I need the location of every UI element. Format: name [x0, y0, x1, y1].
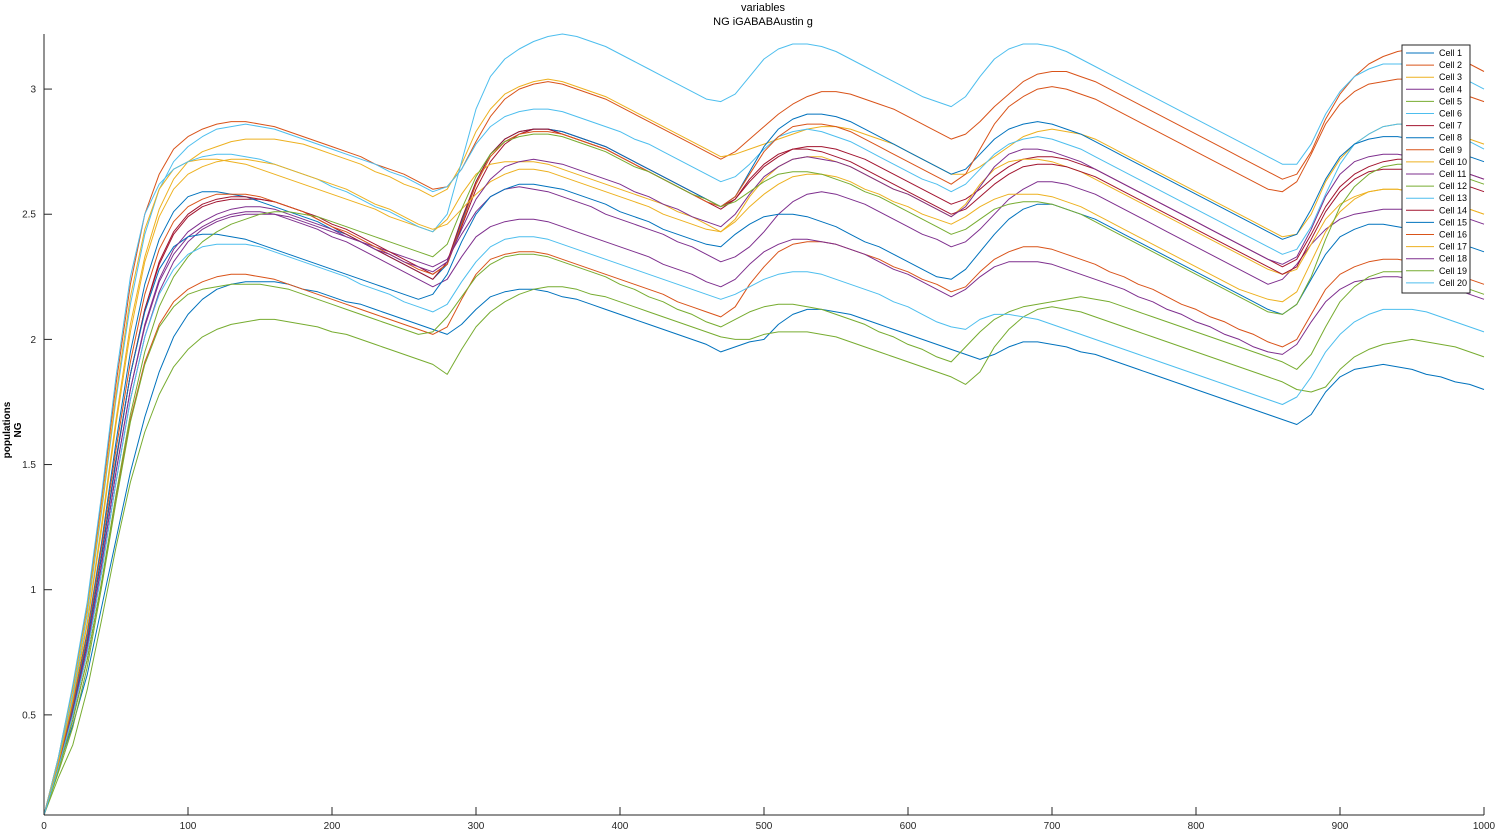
legend-entry: Cell 1 — [1406, 48, 1462, 58]
y-axis-ticks: 0.5 1 1.5 2 2.5 3 — [22, 85, 52, 721]
x-tick-label: 200 — [324, 821, 341, 832]
x-tick-label: 900 — [1332, 821, 1349, 832]
legend-label: Cell 8 — [1439, 133, 1462, 143]
legend-entry: Cell 13 — [1406, 193, 1467, 203]
legend-label: Cell 7 — [1439, 121, 1462, 131]
series-line-cell-3 — [43, 78, 1485, 816]
x-tick-label: 0 — [41, 821, 47, 832]
legend-entry: Cell 11 — [1406, 169, 1466, 179]
legend-entry: Cell 9 — [1406, 145, 1462, 155]
legend-label: Cell 20 — [1439, 278, 1467, 288]
legend-entry: Cell 20 — [1406, 278, 1467, 288]
x-tick-label: 400 — [612, 821, 629, 832]
legend-entry: Cell 7 — [1406, 121, 1462, 131]
series-line-cell-20 — [43, 236, 1485, 816]
y-tick-label: 3 — [30, 85, 36, 96]
y-axis-label-line-1: populations — [2, 401, 13, 458]
legend-label: Cell 14 — [1439, 205, 1467, 215]
legend-entry: Cell 15 — [1406, 217, 1467, 227]
y-axis-label: populations NG — [2, 401, 24, 458]
chart-title-line-1: variables — [741, 2, 786, 14]
legend-label: Cell 9 — [1439, 145, 1462, 155]
x-tick-label: 100 — [180, 821, 197, 832]
series-line-cell-4 — [43, 181, 1485, 816]
legend-label: Cell 12 — [1439, 181, 1467, 191]
x-tick-label: 700 — [1044, 821, 1061, 832]
axes: 0 100 200 300 400 500 600 700 800 900 1000 0.5 1 1.5… — [22, 34, 1496, 832]
legend-entry: Cell 18 — [1406, 254, 1467, 264]
x-tick-label: 1000 — [1473, 821, 1496, 832]
series-layer — [43, 33, 1485, 816]
series-line-cell-18 — [43, 148, 1485, 816]
legend-items: Cell 1 Cell 2 Cell 3 Cell 4 Cell 5 Cell 6 Cell… — [1406, 48, 1467, 288]
x-tick-label: 800 — [1188, 821, 1205, 832]
series-line-cell-17 — [43, 158, 1485, 816]
series-line-cell-9 — [43, 241, 1485, 816]
legend-entry: Cell 2 — [1406, 60, 1462, 70]
y-tick-label: 0.5 — [22, 710, 36, 721]
y-tick-label: 2.5 — [22, 210, 36, 221]
legend-label: Cell 11 — [1439, 169, 1466, 179]
x-tick-label: 600 — [900, 821, 917, 832]
legend-box — [1401, 44, 1471, 294]
legend-entry: Cell 19 — [1406, 266, 1467, 276]
legend-label: Cell 13 — [1439, 193, 1467, 203]
y-axis-label-line-2: NG — [13, 422, 24, 437]
legend-label: Cell 4 — [1439, 84, 1462, 94]
series-line-cell-2 — [43, 48, 1485, 816]
series-line-cell-16 — [43, 78, 1485, 816]
legend-entry: Cell 14 — [1406, 205, 1467, 215]
legend-label: Cell 2 — [1439, 60, 1462, 70]
y-tick-label: 1.5 — [22, 460, 36, 471]
legend-label: Cell 16 — [1439, 230, 1467, 240]
chart-title-line-2: NG iGABABAustin g — [713, 16, 813, 28]
series-line-cell-8 — [43, 113, 1485, 816]
legend-entry: Cell 12 — [1406, 181, 1467, 191]
legend-label: Cell 18 — [1439, 254, 1467, 264]
legend-entry: Cell 8 — [1406, 133, 1462, 143]
legend-entry: Cell 16 — [1406, 230, 1467, 240]
series-line-cell-15 — [43, 183, 1485, 816]
chart-title: variables NG iGABABAustin g — [713, 2, 813, 28]
series-line-cell-12 — [43, 253, 1485, 816]
x-axis-ticks: 0 100 200 300 400 500 600 700 800 900 1000 — [41, 807, 1496, 832]
legend-entry: Cell 4 — [1406, 84, 1462, 94]
legend-entry: Cell 5 — [1406, 96, 1462, 106]
series-line-cell-11 — [43, 211, 1485, 816]
legend-entry: Cell 6 — [1406, 109, 1462, 119]
legend-label: Cell 1 — [1439, 48, 1462, 58]
legend-label: Cell 10 — [1439, 157, 1467, 167]
legend-entry: Cell 3 — [1406, 72, 1462, 82]
legend: Cell 1 Cell 2 Cell 3 Cell 4 Cell 5 Cell 6 Cell… — [1401, 44, 1471, 294]
series-line-cell-10 — [43, 156, 1485, 816]
legend-label: Cell 3 — [1439, 72, 1462, 82]
series-line-cell-1 — [43, 281, 1485, 816]
y-tick-label: 2 — [30, 335, 36, 346]
legend-label: Cell 17 — [1439, 242, 1467, 252]
x-tick-label: 500 — [756, 821, 773, 832]
legend-label: Cell 6 — [1439, 109, 1462, 119]
legend-label: Cell 15 — [1439, 217, 1467, 227]
series-line-cell-5 — [43, 286, 1485, 816]
plot-area: 0 100 200 300 400 500 600 700 800 900 1000 0.5 1 1.5… — [22, 33, 1496, 832]
legend-label: Cell 19 — [1439, 266, 1467, 276]
x-tick-label: 300 — [468, 821, 485, 832]
y-tick-label: 1 — [30, 585, 36, 596]
legend-label: Cell 5 — [1439, 96, 1462, 106]
series-line-cell-6 — [43, 108, 1485, 816]
legend-entry: Cell 10 — [1406, 157, 1467, 167]
series-line-cell-19 — [43, 133, 1485, 816]
legend-entry: Cell 17 — [1406, 242, 1467, 252]
